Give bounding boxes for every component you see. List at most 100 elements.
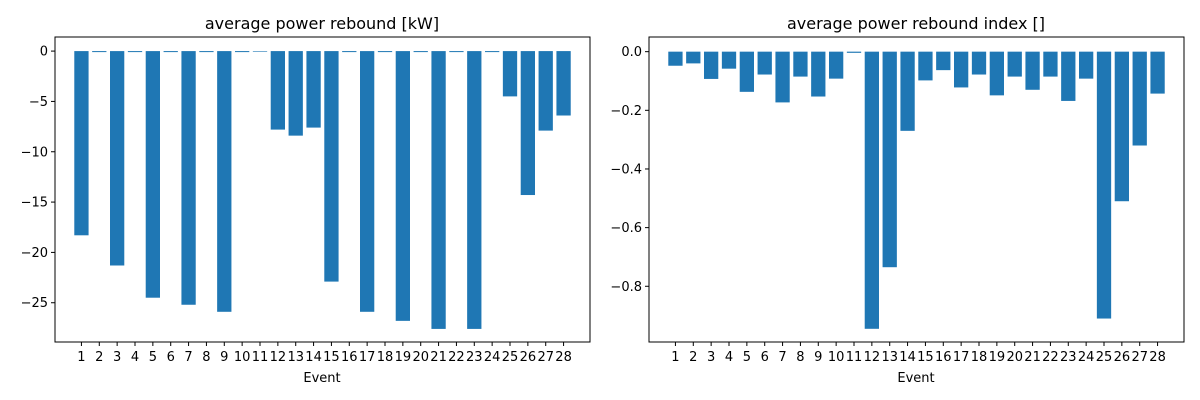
bar-event-20 <box>413 51 428 53</box>
bar-event-16 <box>936 51 951 71</box>
x-tick-label: 10 <box>828 350 845 365</box>
x-tick-label: 28 <box>1149 350 1166 365</box>
bar-event-14 <box>900 51 915 131</box>
x-tick-label: 3 <box>707 350 715 365</box>
x-tick-label: 4 <box>725 350 733 365</box>
x-tick-label: 6 <box>761 350 769 365</box>
bar-event-11 <box>252 51 268 52</box>
y-tick-label: 0.0 <box>621 45 642 60</box>
bar-event-6 <box>757 51 772 75</box>
chart-title: average power rebound [kW] <box>205 14 439 33</box>
x-tick-label: 2 <box>689 350 697 365</box>
bar-event-23 <box>1061 51 1076 101</box>
bar-event-26 <box>520 51 535 196</box>
x-tick-label: 19 <box>989 350 1006 365</box>
x-tick-label: 4 <box>131 350 139 365</box>
x-tick-label: 25 <box>502 350 519 365</box>
bar-event-18 <box>377 51 393 53</box>
plot-frame <box>648 36 1185 343</box>
bar-event-13 <box>288 51 303 136</box>
bar-event-8 <box>793 51 808 77</box>
y-tick-label: −0.8 <box>610 280 642 295</box>
x-tick-label: 18 <box>377 350 394 365</box>
bar-event-4 <box>127 51 143 53</box>
x-tick-label: 14 <box>305 350 322 365</box>
bar-event-7 <box>181 51 196 305</box>
x-axis: 1 2 3 4 5 6 7 8 9 10 11 12 13 14 15 16 17 18 19 20 21 22 23 24 2… <box>671 342 1166 365</box>
x-tick-label: 20 <box>1006 350 1023 365</box>
x-tick-label: 1 <box>671 350 679 365</box>
y-tick-label: −0.4 <box>610 162 642 177</box>
x-tick-label: 10 <box>234 350 251 365</box>
x-tick-label: 3 <box>113 350 121 365</box>
bar-event-7 <box>775 51 790 103</box>
x-tick-label: 25 <box>1096 350 1113 365</box>
x-tick-label: 16 <box>341 350 358 365</box>
x-tick-label: 23 <box>1060 350 1077 365</box>
x-tick-label: 7 <box>778 350 786 365</box>
bar-event-23 <box>467 51 482 329</box>
y-tick-label: −15 <box>21 196 48 211</box>
y-tick-label: −5 <box>29 95 48 110</box>
bar-event-4 <box>721 51 737 69</box>
bar-event-13 <box>882 51 897 268</box>
x-tick-label: 28 <box>555 350 572 365</box>
bar-event-2 <box>686 51 701 64</box>
x-tick-label: 7 <box>184 350 192 365</box>
y-tick-label: 0 <box>40 45 48 60</box>
bar-series <box>74 51 571 329</box>
x-tick-label: 27 <box>537 350 554 365</box>
x-tick-label: 8 <box>796 350 804 365</box>
x-axis-label: Event <box>303 371 340 386</box>
plot-frame <box>54 36 591 343</box>
bar-event-25 <box>502 51 518 97</box>
bar-event-3 <box>110 51 125 266</box>
bar-event-19 <box>989 51 1004 96</box>
x-tick-label: 22 <box>448 350 465 365</box>
bar-event-26 <box>1114 51 1129 202</box>
x-tick-label: 17 <box>359 350 376 365</box>
x-tick-label: 9 <box>814 350 822 365</box>
bar-event-6 <box>163 51 178 53</box>
x-tick-label: 5 <box>743 350 751 365</box>
bar-series <box>668 51 1165 329</box>
bar-event-17 <box>954 51 969 88</box>
bar-event-24 <box>1079 51 1094 79</box>
x-tick-label: 12 <box>864 350 881 365</box>
x-axis-label: Event <box>897 371 934 386</box>
bar-event-27 <box>1132 51 1147 146</box>
bar-event-8 <box>199 51 214 53</box>
bar-event-17 <box>360 51 375 312</box>
x-tick-label: 26 <box>520 350 537 365</box>
chart-panel-power-rebound-kw: average power rebound [kW] 0 −5 −10 −15 −20 −… <box>21 14 591 386</box>
bar-event-15 <box>324 51 339 282</box>
bar-event-5 <box>739 51 754 92</box>
x-tick-label: 24 <box>484 350 501 365</box>
bar-event-11 <box>846 51 862 53</box>
x-tick-label: 2 <box>95 350 103 365</box>
bar-event-21 <box>431 51 446 329</box>
x-tick-label: 5 <box>149 350 157 365</box>
bar-event-16 <box>342 51 357 53</box>
bar-event-3 <box>704 51 719 79</box>
x-tick-label: 13 <box>287 350 304 365</box>
y-axis: 0 −5 −10 −15 −20 −25 <box>21 45 55 311</box>
bar-event-2 <box>92 51 107 53</box>
chart-title: average power rebound index [] <box>787 14 1045 33</box>
x-tick-label: 20 <box>412 350 429 365</box>
x-tick-label: 18 <box>971 350 988 365</box>
bar-event-18 <box>971 51 987 75</box>
y-tick-label: −0.6 <box>610 221 642 236</box>
bar-event-22 <box>1043 51 1058 77</box>
y-tick-label: −0.2 <box>610 104 642 119</box>
bar-event-1 <box>668 51 683 66</box>
bar-event-28 <box>1150 51 1165 94</box>
x-tick-label: 23 <box>466 350 483 365</box>
bar-event-12 <box>864 51 879 329</box>
bar-event-5 <box>145 51 160 298</box>
x-tick-label: 11 <box>252 350 269 365</box>
x-tick-label: 14 <box>899 350 916 365</box>
x-tick-label: 27 <box>1131 350 1148 365</box>
y-tick-label: −20 <box>21 246 48 261</box>
